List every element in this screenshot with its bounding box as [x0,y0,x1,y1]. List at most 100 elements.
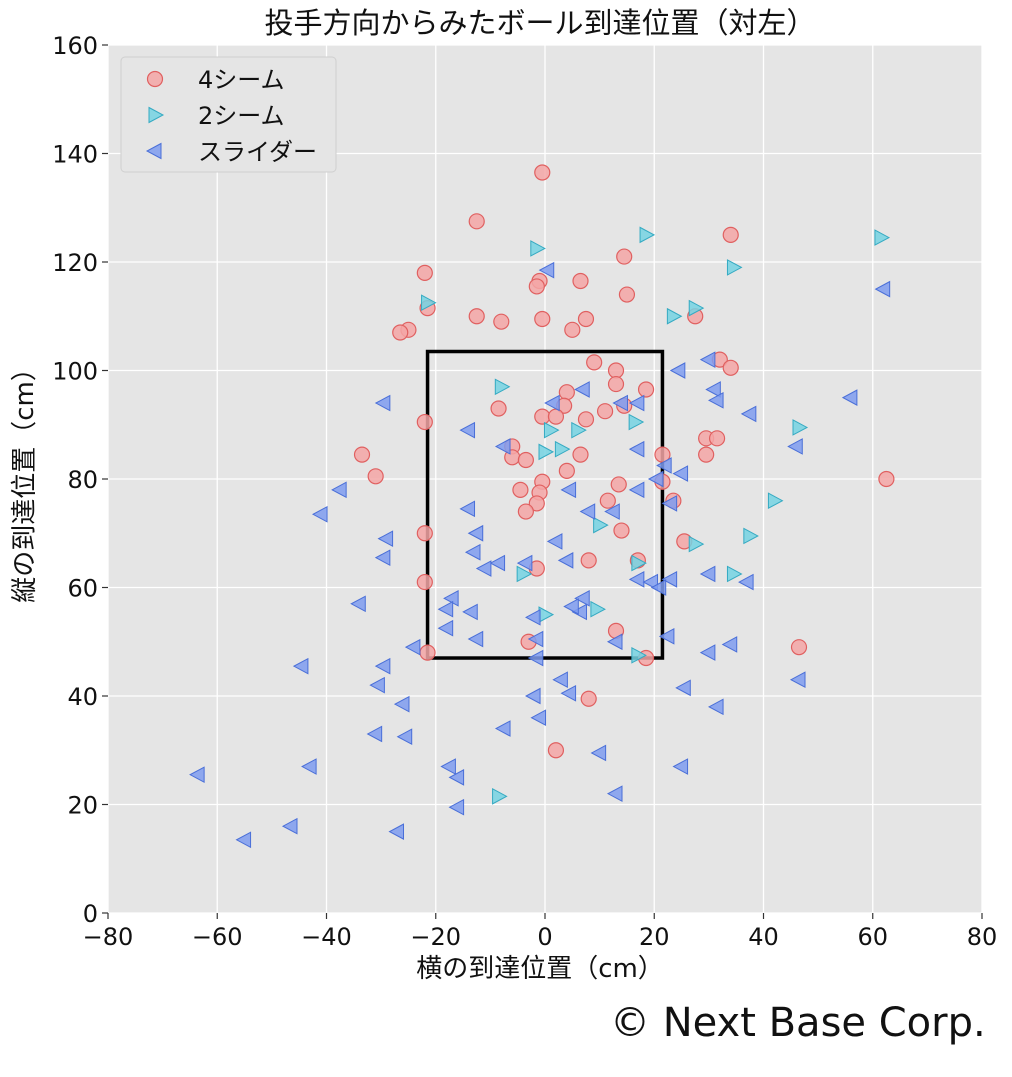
chart-title: 投手方向からみたボール到達位置（対左） [264,6,815,40]
data-point [606,785,623,802]
data-point [468,308,485,325]
data-point [675,679,691,697]
data-point [525,609,541,626]
data-point [658,627,675,645]
data-point [512,481,529,498]
data-point [543,421,560,439]
data-point [558,462,575,479]
data-point [722,226,739,243]
data-point [516,565,533,583]
data-point [459,500,476,518]
data-point [396,728,413,746]
data-point [669,362,686,379]
data-point [421,294,437,312]
data-point [440,758,456,775]
data-point [596,403,614,420]
y-tick-label: 60 [67,575,98,603]
data-point [331,481,347,499]
strike-zone-rect [425,349,665,660]
data-point [722,359,739,376]
data-point [708,698,724,716]
data-point [564,321,581,338]
x-axis-label: 横の到達位置（cm） [416,954,664,984]
legend-label: 4シーム [198,66,285,94]
data-point [628,394,645,412]
data-point [580,690,597,707]
data-point [743,527,759,545]
data-point [639,226,656,244]
x-tick-label: −20 [410,923,461,951]
data-point [574,381,590,398]
y-tick-label: 80 [67,466,98,494]
data-point [593,516,609,534]
data-point [721,636,738,653]
data-point [590,744,607,762]
data-point [631,554,647,572]
data-point [437,600,454,618]
data-point [628,571,645,588]
data-point [374,549,391,566]
data-point [787,438,803,455]
data-point [628,481,645,499]
data-point [448,798,465,816]
data-point [459,421,476,439]
data-point [517,503,534,520]
data-point [628,440,645,458]
data-point [527,630,544,648]
data-point [610,476,627,493]
x-tick-label: 20 [639,923,670,951]
x-tick-label: 60 [857,923,888,951]
x-tick-label: 80 [967,923,998,951]
data-point [367,468,384,485]
data-point [604,503,620,520]
data-point [577,411,595,428]
data-point [688,299,705,317]
x-tick-label: −40 [301,923,352,951]
data-point [516,554,533,572]
data-point [560,481,577,499]
data-point [574,590,590,607]
data-point [350,595,366,613]
data-point [544,394,560,412]
data-point [699,565,716,583]
y-tick-label: 100 [52,358,98,386]
data-point [607,362,625,379]
data-point [577,310,595,328]
data-point [377,530,394,548]
data-point [647,470,664,488]
y-tick-label: 120 [52,249,98,277]
data-point [494,720,511,737]
data-point [699,644,716,661]
data-point [392,324,409,341]
data-point [416,525,433,542]
data-point [612,394,628,412]
data-point [571,603,588,621]
scatter-chart: −80 −60 −40 −20 0 20 40 60 80 0 20 40 60 80 100 120 140 1… [10,6,997,984]
data-point [493,313,510,330]
data-point [705,381,721,398]
data-point [558,384,575,401]
data-point [534,310,551,328]
data-point [547,408,565,425]
data-point [563,598,579,615]
legend-label: スライダー [198,138,317,166]
data-point [666,307,683,325]
data-point [606,633,623,651]
data-point [467,630,484,648]
data-point [637,381,655,398]
y-tick-label: 140 [52,141,98,169]
data-point [530,240,546,257]
data-point [699,351,716,368]
data-point [546,533,563,550]
axes: −80 −60 −40 −20 0 20 40 60 80 0 20 40 60 80 100 120 140 1… [52,32,997,951]
y-tick-label: 40 [67,683,98,711]
data-point [628,413,645,431]
data-point [189,766,205,783]
data-point [650,579,667,596]
data-point [448,769,465,786]
data-point [874,229,891,246]
data-point [528,278,545,295]
data-point [416,573,433,591]
data-point [790,639,808,656]
data-point [281,817,298,835]
